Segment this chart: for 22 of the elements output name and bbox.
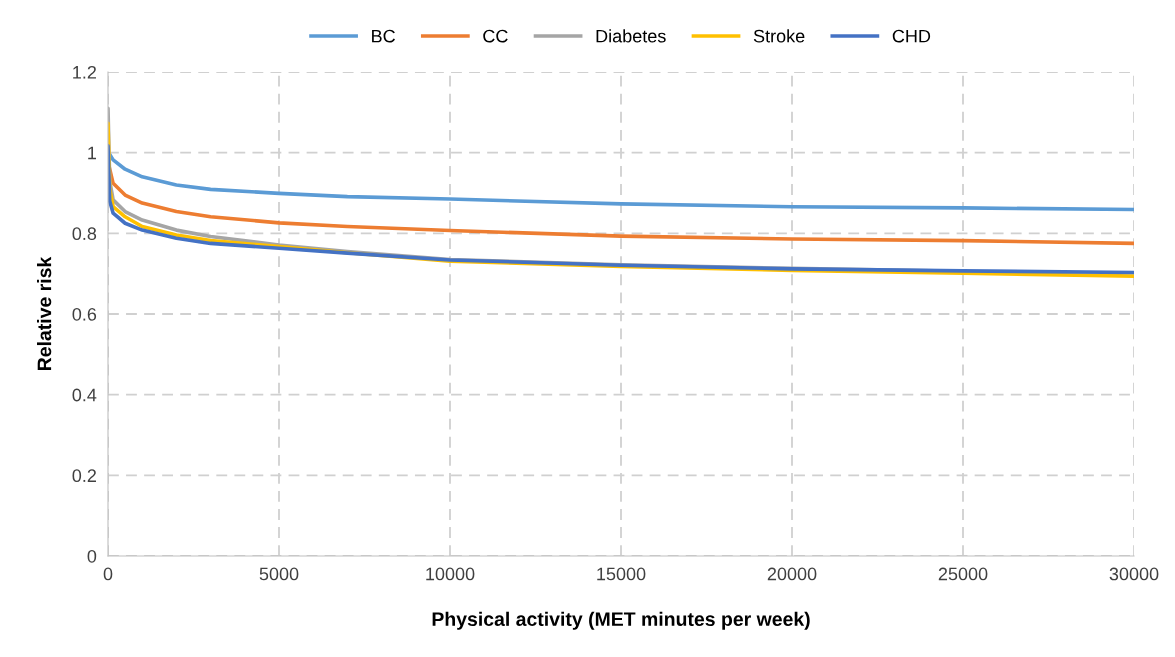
legend-label: BC	[372, 29, 395, 43]
x-tick-label: 10000	[426, 567, 475, 581]
legend-label: CC	[483, 29, 508, 43]
y-tick-label: 0.6	[72, 307, 97, 321]
y-tick-label: 0.4	[72, 388, 97, 402]
x-tick-label: 25000	[938, 567, 988, 581]
x-tick-label: 20000	[767, 567, 817, 581]
line-series	[108, 144, 1134, 275]
x-tick-label: 5000	[259, 567, 299, 581]
x-tick-label: 30000	[1109, 567, 1159, 581]
x-tick-label: 0	[103, 567, 113, 581]
legend-label: CHD	[892, 29, 931, 43]
y-tick-label: 0	[87, 549, 97, 563]
y-tick-label: 1.2	[73, 65, 96, 79]
x-tick-label: 15000	[597, 567, 646, 581]
y-tick-label: 0.8	[72, 227, 97, 241]
legend-label: Stroke	[753, 29, 805, 43]
legend-label: Diabetes	[596, 29, 666, 43]
x-axis-title: Physical activity (MET minutes per week)	[432, 611, 810, 630]
y-tick-label: 0.2	[72, 469, 96, 483]
y-tick-label: 1	[88, 146, 97, 160]
y-axis-title: Relative risk	[37, 256, 52, 370]
